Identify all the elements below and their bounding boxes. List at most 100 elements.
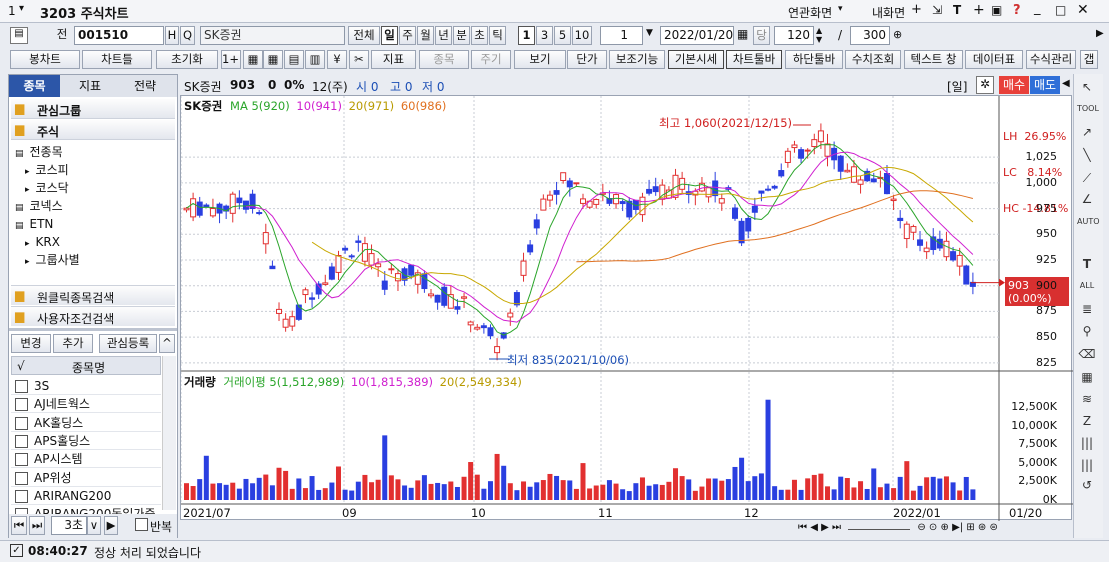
- linked-screen-menu[interactable]: 연관화면: [788, 6, 833, 20]
- option-icon[interactable]: ⊜: [989, 522, 998, 533]
- bar-count-spinner[interactable]: ▲ ▼: [816, 26, 823, 44]
- nav-slider[interactable]: [848, 529, 911, 530]
- grid-tool-icon[interactable]: ▦: [1081, 370, 1093, 384]
- stock-checkbox[interactable]: [15, 434, 28, 448]
- toolbar-btn-11[interactable]: 차트툴바: [726, 50, 782, 69]
- interval-3-button[interactable]: 10: [572, 26, 592, 45]
- text-icon[interactable]: T: [953, 3, 962, 17]
- print-icon[interactable]: ▣: [991, 3, 1003, 17]
- stock-checkbox[interactable]: [15, 453, 28, 467]
- wave-icon[interactable]: ≋: [1081, 392, 1093, 406]
- list-item[interactable]: ARIRANG200: [11, 487, 161, 505]
- nav-next-icon[interactable]: ▶: [821, 522, 829, 533]
- tab-indicator[interactable]: 지표: [78, 79, 102, 93]
- zoom-reset-icon[interactable]: ⊙: [928, 522, 938, 533]
- tab-dropdown-icon[interactable]: ▾: [19, 3, 25, 14]
- stock-checkbox[interactable]: [15, 471, 28, 485]
- stock-checkbox[interactable]: [15, 416, 28, 430]
- list-item[interactable]: AP위성: [11, 469, 161, 487]
- toolbar-btn-7[interactable]: 보기: [514, 50, 566, 69]
- count-chevron-icon[interactable]: ▼: [646, 28, 653, 38]
- text-tool-icon[interactable]: T: [1082, 257, 1092, 271]
- toolbar-btn-5[interactable]: 종목: [419, 50, 469, 69]
- help-button[interactable]: ?: [1013, 3, 1021, 18]
- pin-window-icon[interactable]: ⇲: [932, 3, 943, 17]
- toolbar-icon-5[interactable]: ▦: [263, 50, 283, 69]
- zoom-icon[interactable]: ⊕: [893, 28, 903, 41]
- period-1-button[interactable]: 일: [381, 26, 398, 45]
- stock-code-input[interactable]: 001510: [74, 26, 164, 45]
- add-icon[interactable]: +: [911, 2, 922, 17]
- buy-button[interactable]: 매수: [999, 76, 1029, 94]
- sidebar-splitter[interactable]: [9, 328, 177, 331]
- tool-icon[interactable]: TOOL: [1077, 104, 1099, 113]
- toolbar-btn-8[interactable]: 단가: [567, 50, 607, 69]
- toolbar-btn-13[interactable]: 수치조회: [845, 50, 901, 69]
- bar-count-input[interactable]: 120: [774, 26, 814, 45]
- tree-item[interactable]: ▸ 코스피: [25, 161, 191, 179]
- toolbar-icon-4[interactable]: ▦: [243, 50, 263, 69]
- scroll-right-icon[interactable]: ▶: [1096, 28, 1104, 39]
- bars2-tool-icon[interactable]: |||: [1080, 458, 1094, 472]
- zoom-out-icon[interactable]: ⊖: [917, 522, 926, 533]
- toolbar-btn-12[interactable]: 하단툴바: [785, 50, 843, 69]
- max-bars-input[interactable]: 300: [850, 26, 890, 45]
- linked-chevron-icon[interactable]: ▾: [838, 4, 843, 14]
- search-oneclick[interactable]: ▆ 원클릭종목검색: [11, 285, 175, 305]
- stock-checkbox[interactable]: [15, 489, 28, 503]
- add-button[interactable]: 추가: [53, 334, 93, 353]
- toolbar-btn-6[interactable]: 주기: [471, 50, 511, 69]
- magnet-icon[interactable]: ⚲: [1082, 324, 1092, 338]
- jeon-button[interactable]: 전: [56, 27, 68, 41]
- dang-button[interactable]: 당: [753, 26, 770, 45]
- refresh-icon[interactable]: ⊛: [977, 522, 987, 533]
- horizontal-line-icon[interactable]: ⟋: [1082, 171, 1092, 185]
- period-0-button[interactable]: 전체: [348, 26, 380, 45]
- cursor-icon[interactable]: ↖: [1081, 80, 1093, 94]
- all-tool-icon[interactable]: ALL: [1079, 281, 1095, 290]
- tab-number[interactable]: 1: [8, 4, 16, 18]
- nav-end-icon[interactable]: ▶|: [952, 522, 964, 533]
- list-item[interactable]: APS홀딩스: [11, 432, 161, 450]
- tree-item[interactable]: ▸ 그룹사별: [25, 251, 191, 269]
- fit-icon[interactable]: ⊞: [966, 522, 975, 533]
- toolbar-btn-9[interactable]: 보조기능: [609, 50, 665, 69]
- trend-up-icon[interactable]: ↗: [1081, 125, 1093, 139]
- settings-icon[interactable]: ✲: [976, 76, 994, 94]
- period-2-button[interactable]: 주: [399, 26, 416, 45]
- tab-stock[interactable]: 종목: [9, 75, 60, 97]
- my-screen-menu[interactable]: 내화면: [872, 6, 906, 20]
- toolbar-btn-15[interactable]: 데이터표: [965, 50, 1023, 69]
- interval-2-button[interactable]: 5: [554, 26, 571, 45]
- toolbar-btn-16[interactable]: 수식관리: [1026, 50, 1076, 69]
- tree-item[interactable]: ▸ 코스닥: [25, 179, 191, 197]
- stock-checkbox[interactable]: [15, 380, 28, 393]
- nav-prev-icon[interactable]: ◀: [810, 522, 818, 533]
- collapse-button[interactable]: ^: [159, 334, 175, 353]
- list-item[interactable]: AP시스템: [11, 450, 161, 469]
- speed-chevron-icon[interactable]: ∨: [87, 516, 101, 535]
- bars-tool-icon[interactable]: |||: [1080, 436, 1094, 450]
- line-tool-icon[interactable]: ╲: [1083, 148, 1091, 162]
- collapse-chart-icon[interactable]: ◀: [1062, 78, 1070, 89]
- group-interest[interactable]: ▆ 관심그룹: [11, 99, 175, 119]
- code-icon[interactable]: ▤: [10, 27, 28, 44]
- nav-first-icon[interactable]: ⏮: [798, 522, 807, 533]
- toolbar-btn-17[interactable]: 갭: [1080, 50, 1098, 69]
- toolbar-btn-1[interactable]: 차트틀: [82, 50, 152, 69]
- eraser-icon[interactable]: ⌫: [1078, 347, 1096, 361]
- minimize-icon[interactable]: _: [1034, 1, 1041, 16]
- toolbar-btn-4[interactable]: 지표: [371, 50, 416, 69]
- tree-item[interactable]: ▸ KRX: [25, 233, 191, 251]
- angle-tool-icon[interactable]: ∠: [1081, 192, 1093, 206]
- zoom-in-icon[interactable]: ⊕: [940, 522, 949, 533]
- next-icon[interactable]: ⏭: [29, 516, 45, 535]
- register-interest-button[interactable]: 관심등록: [99, 334, 157, 353]
- plus-icon[interactable]: +: [973, 2, 985, 18]
- sell-button[interactable]: 매도: [1030, 76, 1060, 94]
- auto-trend-icon[interactable]: AUTO: [1077, 217, 1100, 226]
- play-icon[interactable]: ▶: [104, 516, 118, 535]
- tree-item[interactable]: ▤ ETN: [15, 215, 181, 233]
- first-icon[interactable]: ⏮: [11, 516, 27, 535]
- list-item[interactable]: 3S: [11, 377, 161, 395]
